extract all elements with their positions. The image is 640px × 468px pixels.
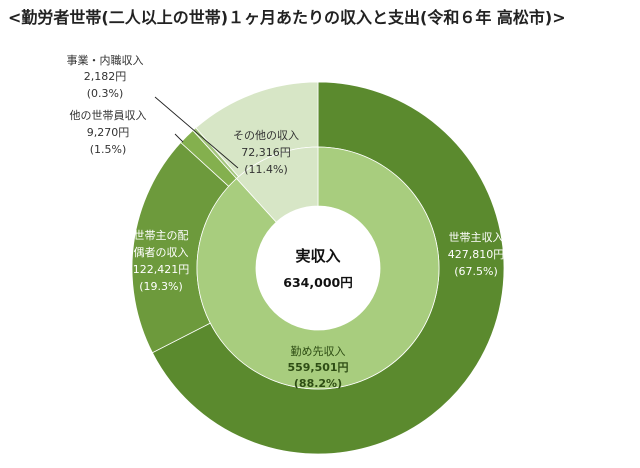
slice-label-name-line1: 世帯主の配 — [134, 229, 189, 242]
slice-label-percent: (67.5%) — [454, 265, 498, 278]
inner-ring — [196, 146, 440, 390]
slice-label-value: 559,501円 — [287, 361, 348, 374]
slice-label-name: 事業・内職収入 — [67, 53, 144, 67]
slice-label-value: 122,421円 — [133, 263, 190, 276]
slice-label-name: 他の世帯員収入 — [70, 109, 147, 122]
center-label: 実収入 — [295, 247, 340, 265]
leader-line-other-member — [174, 133, 184, 143]
slice-label-value: 72,316円 — [241, 146, 291, 159]
slice-label-percent: (0.3%) — [87, 87, 124, 100]
slice-label-percent: (19.3%) — [139, 280, 183, 293]
slice-label-name-line2: 偶者の収入 — [134, 246, 189, 259]
slice-label-name: 世帯主収入 — [449, 231, 504, 244]
slice-label-value: 427,810円 — [448, 248, 505, 261]
center-hole — [256, 206, 380, 330]
slice-label-name: 勤め先収入 — [291, 345, 346, 358]
slice-label-percent: (11.4%) — [244, 163, 288, 176]
slice-label-value: 2,182円 — [84, 70, 127, 83]
slice-label-percent: (1.5%) — [90, 143, 127, 156]
center-value: 634,000円 — [283, 275, 352, 290]
leader-lines — [154, 96, 239, 169]
leader-line-business — [154, 96, 239, 169]
slice-label-percent: (88.2%) — [294, 377, 342, 390]
chart-title: <勤労者世帯(二人以上の世帯)１ヶ月あたりの収入と支出(令和６年 高松市)> — [8, 8, 566, 27]
slice-label-name: その他の収入 — [233, 129, 299, 142]
slice-label-value: 9,270円 — [87, 126, 130, 139]
